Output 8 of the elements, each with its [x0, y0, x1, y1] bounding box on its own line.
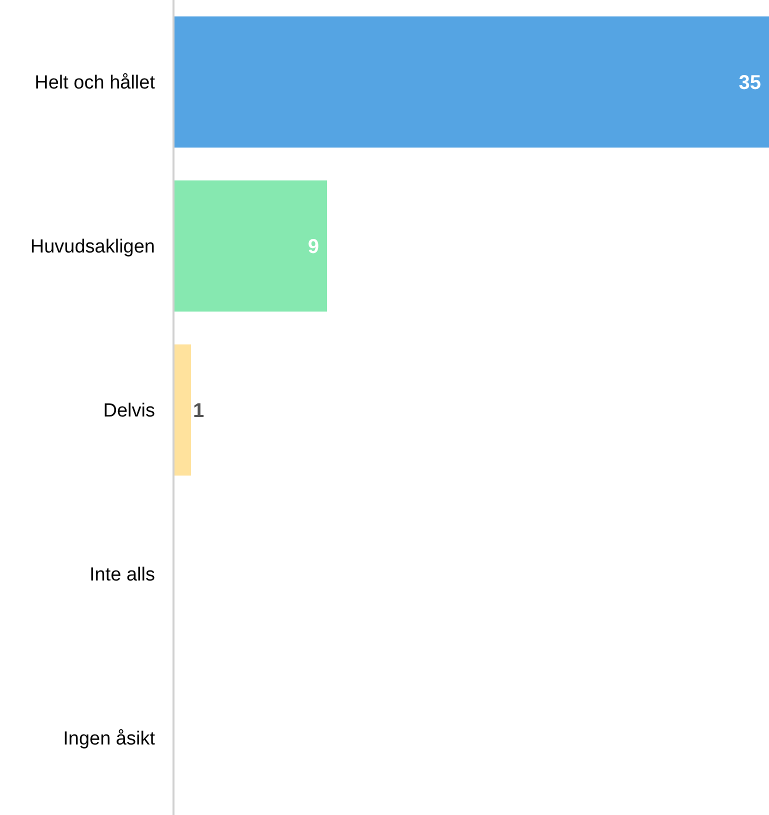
- y-tick-label: Delvis: [103, 400, 155, 422]
- y-tick-label: Helt och hållet: [34, 72, 156, 94]
- y-tick-label: Inte alls: [90, 564, 155, 586]
- y-tick-label: Huvudsakligen: [30, 236, 155, 258]
- y-tick-label: Ingen åsikt: [63, 728, 156, 750]
- data-label: 35: [738, 72, 761, 94]
- data-label: 1: [193, 400, 204, 422]
- data-label: 9: [308, 236, 319, 258]
